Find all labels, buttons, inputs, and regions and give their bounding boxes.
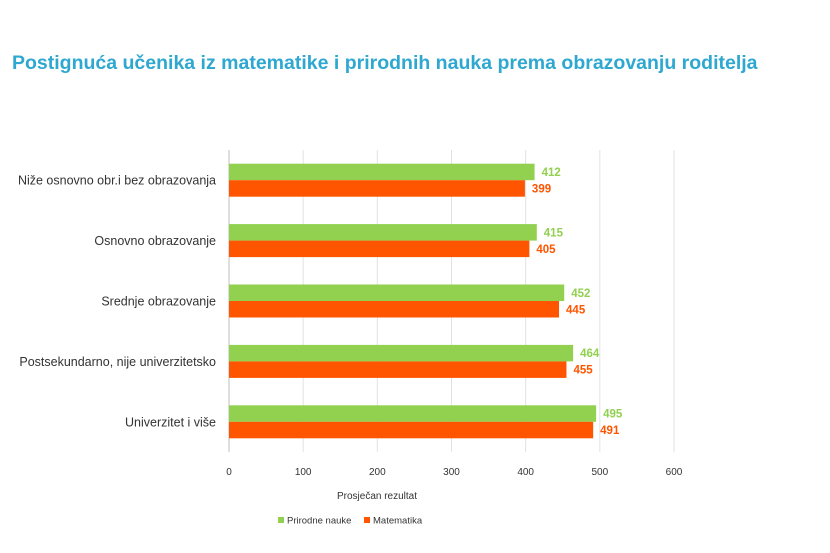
x-axis-label: Prosječan rezultat	[337, 491, 417, 502]
x-tick-labels: 0 100 200 300 400 500 600	[226, 467, 683, 478]
category-label: Osnovno obrazovanje	[94, 234, 216, 248]
data-label: 452	[571, 288, 590, 300]
bar-prirodne-nauke	[229, 224, 537, 241]
bar-matematika	[229, 301, 560, 318]
x-tick-label: 0	[226, 467, 232, 478]
bars	[229, 163, 597, 439]
data-label: 445	[566, 304, 586, 316]
category-label: Postsekundarno, nije univerzitetsko	[19, 355, 216, 369]
x-tick-label: 600	[666, 467, 683, 478]
bar-prirodne-nauke	[229, 284, 565, 301]
category-label: Univerzitet i više	[125, 415, 216, 429]
x-tick-label: 300	[443, 467, 460, 478]
data-label: 415	[544, 227, 564, 239]
category-label: Srednje obrazovanje	[101, 295, 216, 309]
data-labels: 412 399 415 405 452 445 464 455 495 491	[532, 167, 623, 437]
bar-prirodne-nauke	[229, 163, 535, 181]
bar-prirodne-nauke	[229, 344, 574, 362]
bar-matematika	[229, 421, 594, 439]
legend-label: Matematika	[373, 516, 423, 527]
bar-matematika	[229, 240, 530, 258]
x-tick-label: 500	[591, 467, 608, 478]
chart-title: Postignuća učenika iz matematike i priro…	[12, 52, 758, 74]
x-tick-label: 100	[295, 467, 312, 478]
data-label: 495	[603, 409, 623, 421]
bar-prirodne-nauke	[229, 405, 597, 422]
category-labels: Niže osnovno obr.i bez obrazovanja Osnovn…	[18, 174, 216, 430]
bar-matematika	[229, 180, 525, 197]
legend-swatch	[278, 517, 284, 523]
category-label: Niže osnovno obr.i bez obrazovanja	[18, 174, 216, 188]
data-label: 405	[536, 244, 556, 256]
legend: Prirodne nauke Matematika	[278, 516, 423, 527]
legend-label: Prirodne nauke	[287, 516, 351, 527]
x-tick-label: 400	[517, 467, 534, 478]
data-label: 455	[573, 365, 593, 377]
legend-swatch	[364, 517, 370, 523]
data-label: 412	[542, 167, 561, 179]
data-label: 464	[580, 348, 600, 360]
x-tick-label: 200	[369, 467, 386, 478]
bar-matematika	[229, 361, 567, 378]
data-label: 491	[600, 425, 620, 437]
data-label: 399	[532, 183, 551, 195]
